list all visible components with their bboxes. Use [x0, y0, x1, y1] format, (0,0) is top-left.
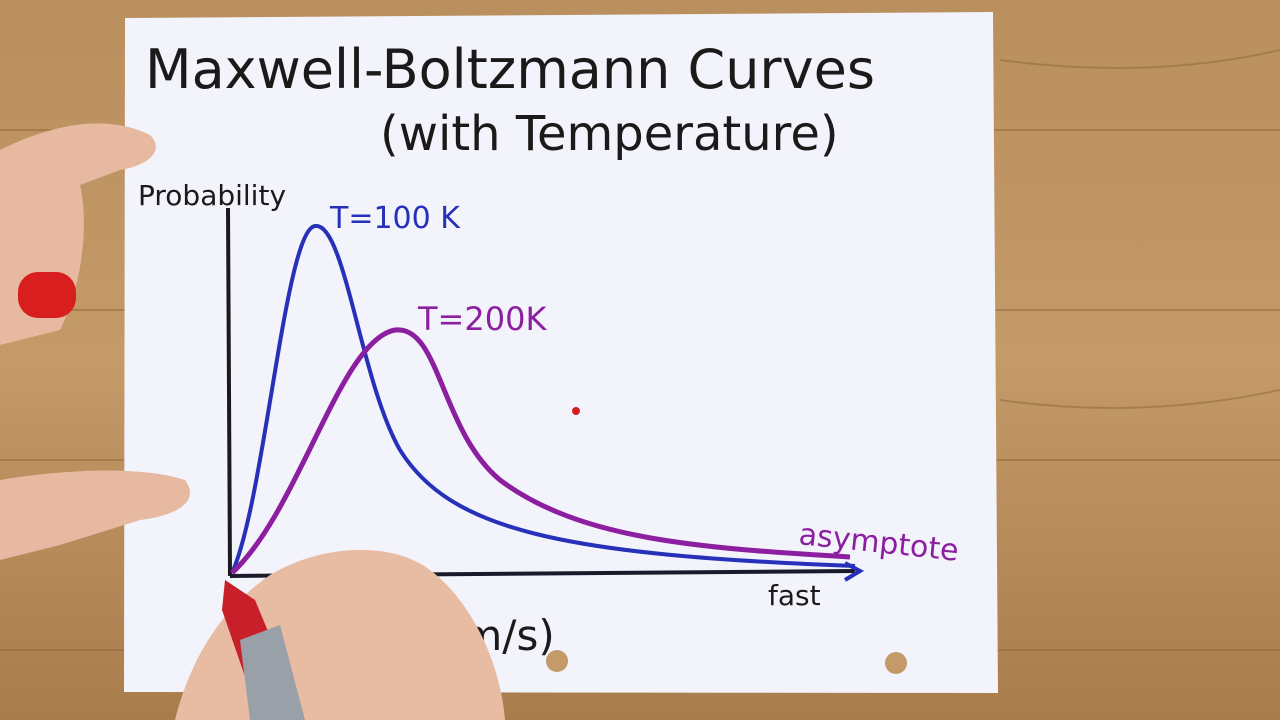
hands	[0, 123, 505, 720]
curve-label: T=100 K	[329, 201, 461, 236]
curve-label: T=200K	[417, 300, 547, 338]
title-line1: Maxwell-Boltzmann Curves	[145, 38, 875, 101]
y-axis	[226, 207, 232, 577]
y-axis-label: Probability	[138, 179, 286, 212]
marker-dot	[572, 407, 580, 415]
punch-hole	[546, 650, 568, 672]
punch-hole	[885, 652, 907, 674]
x-end-label: fast	[768, 579, 821, 612]
curve-200k	[230, 327, 851, 575]
paper	[124, 12, 998, 693]
title-line2: (with Temperature)	[380, 106, 839, 162]
curve-100k	[230, 224, 856, 574]
